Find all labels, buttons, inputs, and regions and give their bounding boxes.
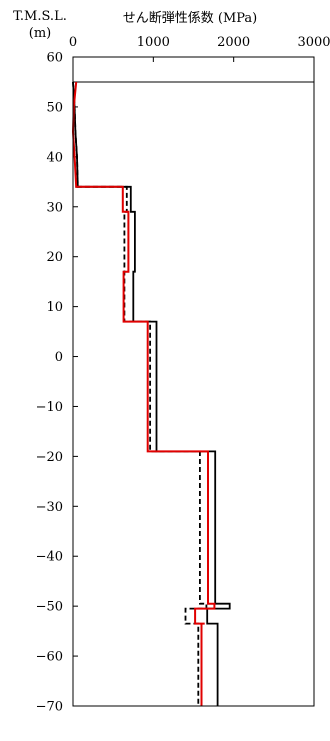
x-tick-label: 0 xyxy=(69,35,77,50)
series-layer xyxy=(71,81,231,706)
y-tick-label: −30 xyxy=(36,500,63,515)
y-tick-label: 60 xyxy=(46,51,63,66)
y-tick-label: 20 xyxy=(46,250,63,265)
series-line-3 xyxy=(71,81,216,706)
x-axis-title: せん断弾性係数 (MPa) xyxy=(123,11,258,26)
series-line-2 xyxy=(72,81,208,706)
x-tick-label: 2000 xyxy=(217,35,250,50)
y-tick-label: −70 xyxy=(36,700,63,715)
plot-frame xyxy=(72,56,315,707)
y-tick-label: −20 xyxy=(36,450,63,465)
series-line-1 xyxy=(72,81,231,706)
y-tick-label: 0 xyxy=(55,350,63,365)
y-tick-label: −60 xyxy=(36,650,63,665)
y-tick-label: −40 xyxy=(36,550,63,565)
y-tick-label: 30 xyxy=(46,200,63,215)
y-tick-label: −10 xyxy=(36,400,63,415)
x-axis-ticks: 0 1000 2000 3000 xyxy=(69,35,330,62)
y-tick-label: −50 xyxy=(36,600,63,615)
y-axis-title-line2: (m) xyxy=(29,26,51,41)
y-axis-ticks: 60 50 40 30 20 10 0 −10 −20 −30 −40 −50 −60 −70 xyxy=(36,51,78,715)
x-tick-label: 3000 xyxy=(297,35,330,50)
y-tick-label: 10 xyxy=(46,300,63,315)
y-tick-label: 40 xyxy=(46,150,63,165)
y-axis-title-line1: T.M.S.L. xyxy=(13,9,67,24)
y-tick-label: 50 xyxy=(46,100,63,115)
x-tick-label: 1000 xyxy=(137,35,170,50)
